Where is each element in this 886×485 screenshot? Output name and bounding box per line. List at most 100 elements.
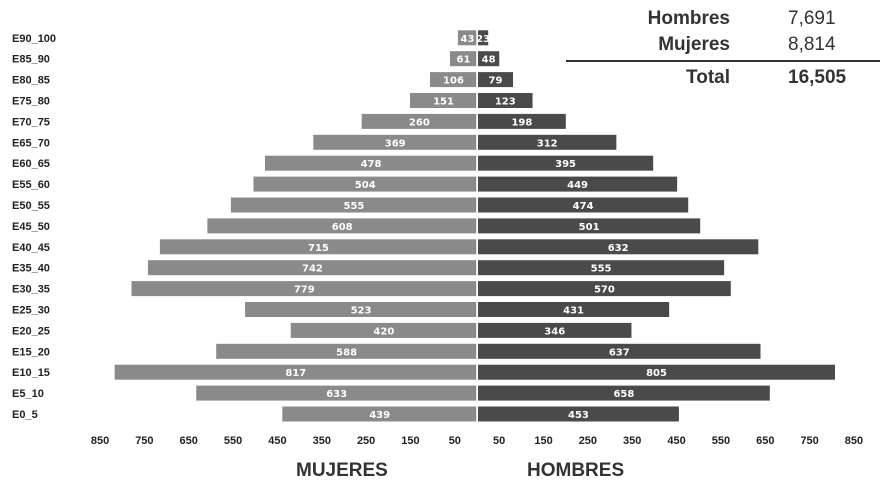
data-label-hombres: 570 xyxy=(594,285,615,296)
bar-mujeres xyxy=(457,30,477,46)
x-axis-title-hombres: HOMBRES xyxy=(527,460,625,481)
bar-mujeres xyxy=(216,343,478,359)
category-label: E80_85 xyxy=(12,75,50,87)
bar-hombres xyxy=(478,322,632,338)
category-label: E30_35 xyxy=(12,284,50,296)
population-summary-table: Hombres 7,691 Mujeres 8,814 Total 16,505 xyxy=(560,6,880,91)
category-label: E70_75 xyxy=(12,116,50,128)
data-label-hombres: 632 xyxy=(608,243,629,254)
data-label-mujeres: 817 xyxy=(285,368,306,379)
bar-hombres xyxy=(478,260,725,276)
x-tick-label: 350 xyxy=(313,435,331,447)
category-label: E0_5 xyxy=(12,409,38,421)
data-label-hombres: 805 xyxy=(646,368,667,379)
x-tick-label: 150 xyxy=(534,435,552,447)
x-tick-label: 250 xyxy=(579,435,597,447)
bar-mujeres xyxy=(114,364,478,380)
data-label-mujeres: 106 xyxy=(443,76,464,87)
summary-value: 8,814 xyxy=(788,34,836,55)
bar-hombres xyxy=(478,406,679,422)
bar-mujeres xyxy=(290,322,477,338)
x-tick-label: 650 xyxy=(756,435,774,447)
summary-divider xyxy=(566,60,880,62)
data-label-mujeres: 608 xyxy=(332,222,353,233)
category-label: E40_45 xyxy=(12,242,50,254)
bar-hombres xyxy=(478,281,731,297)
category-label: E75_80 xyxy=(12,96,50,108)
summary-label: Mujeres xyxy=(658,34,730,55)
data-label-hombres: 474 xyxy=(573,201,594,212)
bar-mujeres xyxy=(265,155,477,171)
bar-hombres xyxy=(478,343,761,359)
bar-hombres xyxy=(478,239,759,255)
bar-mujeres xyxy=(147,260,477,276)
bar-hombres xyxy=(478,364,836,380)
data-label-hombres: 123 xyxy=(495,97,516,108)
x-tick-label: 350 xyxy=(623,435,641,447)
x-tick-label: 850 xyxy=(845,435,863,447)
category-label: E90_100 xyxy=(12,33,56,45)
data-label-hombres: 395 xyxy=(555,159,576,170)
bar-mujeres xyxy=(196,385,477,401)
bar-mujeres xyxy=(230,197,477,213)
data-label-mujeres: 523 xyxy=(351,306,372,317)
data-label-hombres: 637 xyxy=(609,347,630,358)
data-label-mujeres: 779 xyxy=(294,285,315,296)
x-tick-label: 50 xyxy=(493,435,505,447)
summary-row-total: Total 16,505 xyxy=(560,65,880,91)
category-label: E65_70 xyxy=(12,137,50,149)
category-label: E20_25 xyxy=(12,325,50,337)
summary-row-hombres: Hombres 7,691 xyxy=(560,6,880,32)
bar-mujeres xyxy=(245,302,477,317)
data-label-hombres: 79 xyxy=(489,76,503,87)
summary-total-label: Total xyxy=(686,67,730,88)
summary-label: Hombres xyxy=(647,8,730,29)
bar-hombres xyxy=(478,51,500,67)
data-label-hombres: 346 xyxy=(544,326,565,337)
data-label-mujeres: 715 xyxy=(308,243,329,254)
x-tick-label: 450 xyxy=(667,435,685,447)
x-tick-label: 450 xyxy=(268,435,286,447)
data-label-mujeres: 420 xyxy=(373,326,394,337)
x-tick-label: 750 xyxy=(135,435,153,447)
bar-hombres xyxy=(478,72,514,88)
bar-hombres xyxy=(478,30,489,46)
bar-mujeres xyxy=(253,176,477,192)
bar-mujeres xyxy=(282,406,477,422)
category-label: E45_50 xyxy=(12,221,50,233)
category-label: E25_30 xyxy=(12,305,50,317)
x-tick-label: 150 xyxy=(401,435,419,447)
x-axis-title-mujeres: MUJERES xyxy=(296,460,388,481)
data-label-mujeres: 439 xyxy=(369,410,390,421)
data-label-mujeres: 151 xyxy=(433,97,454,108)
data-label-hombres: 23 xyxy=(476,34,490,45)
x-tick-label: 250 xyxy=(357,435,375,447)
x-tick-label: 550 xyxy=(224,435,242,447)
data-label-mujeres: 61 xyxy=(457,55,471,66)
x-tick-label: 50 xyxy=(449,435,461,447)
summary-value: 7,691 xyxy=(788,8,836,29)
bar-mujeres xyxy=(131,281,478,297)
data-label-mujeres: 369 xyxy=(385,138,406,149)
category-label: E85_90 xyxy=(12,54,50,66)
bar-hombres xyxy=(478,155,654,171)
data-label-hombres: 449 xyxy=(567,180,588,191)
bar-hombres xyxy=(478,93,533,108)
data-label-mujeres: 633 xyxy=(326,389,347,400)
bar-mujeres xyxy=(449,51,477,67)
bar-hombres xyxy=(478,197,689,213)
data-label-hombres: 431 xyxy=(563,306,584,317)
category-label: E10_15 xyxy=(12,367,50,379)
x-tick-label: 750 xyxy=(800,435,818,447)
bar-mujeres xyxy=(159,239,477,255)
bar-hombres xyxy=(478,302,670,317)
category-label: E15_20 xyxy=(12,346,50,358)
bar-hombres xyxy=(478,218,701,234)
data-label-hombres: 312 xyxy=(537,138,558,149)
bar-mujeres xyxy=(410,93,477,108)
data-label-hombres: 658 xyxy=(613,389,634,400)
data-label-mujeres: 260 xyxy=(409,117,430,128)
data-label-mujeres: 504 xyxy=(355,180,376,191)
data-label-mujeres: 742 xyxy=(302,264,323,275)
data-label-mujeres: 588 xyxy=(336,347,357,358)
